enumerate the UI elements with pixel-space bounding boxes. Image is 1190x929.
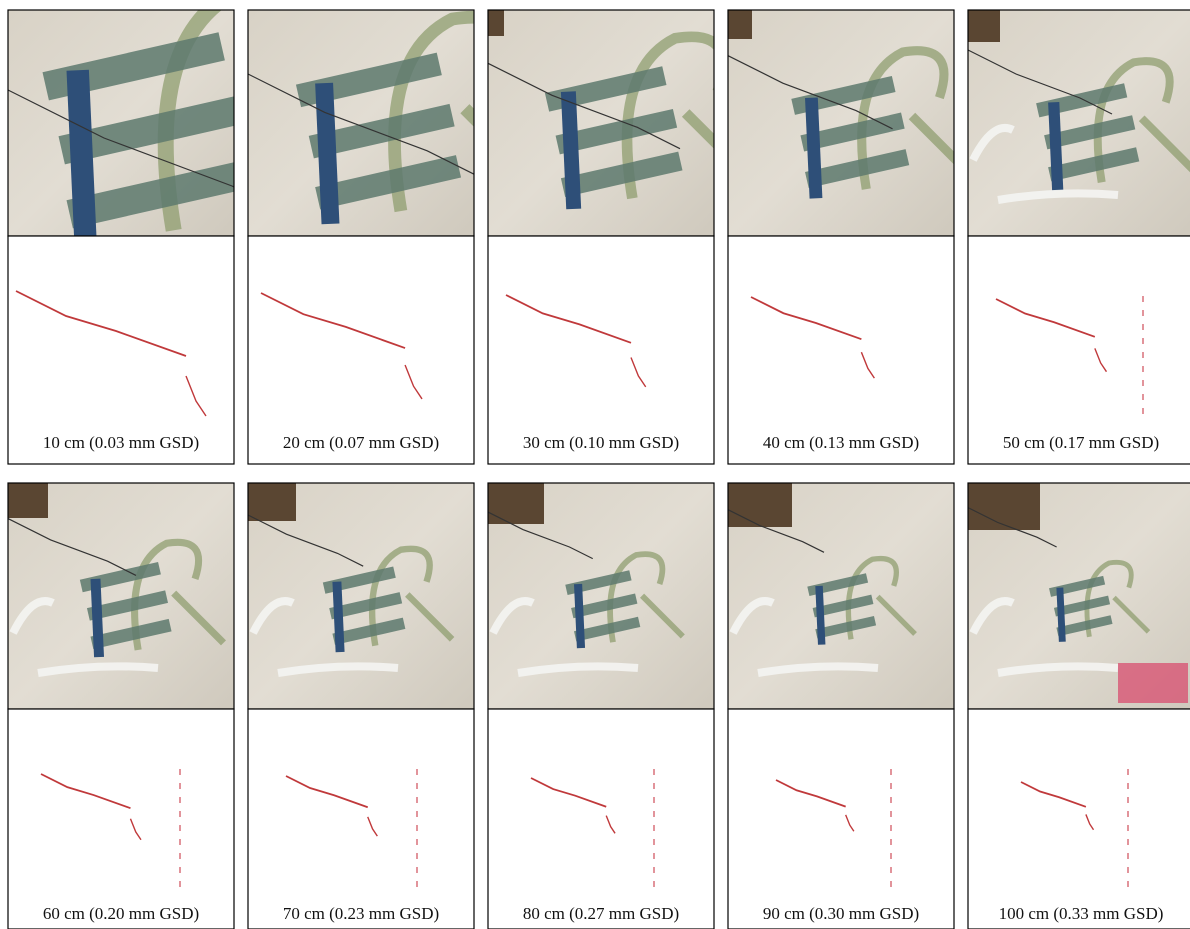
photo — [240, 473, 474, 709]
figure: 10 cm (0.03 mm GSD) 20 cm (0.07 mm GSD) 30… — [0, 0, 1190, 929]
graffiti-stem — [578, 584, 581, 648]
graffiti-stem — [819, 586, 822, 645]
mask-bg — [248, 236, 474, 464]
corner-block — [966, 473, 1040, 530]
photo-bg — [488, 10, 714, 236]
panel-label: 70 cm (0.23 mm GSD) — [283, 904, 439, 923]
mask-bg — [8, 709, 234, 929]
corner-block — [724, 473, 792, 527]
mask-bg — [8, 236, 234, 464]
photo — [966, 473, 1190, 709]
panel: 90 cm (0.30 mm GSD) — [724, 473, 954, 929]
mask-bg — [248, 709, 474, 929]
corner-block — [0, 473, 48, 518]
photo — [472, 0, 760, 236]
panel: 60 cm (0.20 mm GSD) — [0, 473, 234, 929]
panel-label: 80 cm (0.27 mm GSD) — [523, 904, 679, 923]
graffiti-stem — [324, 83, 330, 224]
panel-label: 40 cm (0.13 mm GSD) — [763, 433, 919, 452]
panel: 80 cm (0.27 mm GSD) — [482, 473, 714, 929]
panel-label: 60 cm (0.20 mm GSD) — [43, 904, 199, 923]
graffiti-pink — [1118, 663, 1188, 703]
panel-label: 20 cm (0.07 mm GSD) — [283, 433, 439, 452]
panel-label: 50 cm (0.17 mm GSD) — [1003, 433, 1159, 452]
graffiti-stem — [568, 92, 573, 209]
graffiti-stem — [811, 98, 816, 199]
mask-bg — [728, 709, 954, 929]
panel-label: 100 cm (0.33 mm GSD) — [999, 904, 1164, 923]
photo — [956, 0, 1190, 236]
panel: 30 cm (0.10 mm GSD) — [472, 0, 760, 464]
corner-block — [482, 473, 544, 524]
mask-bg — [488, 236, 714, 464]
mask-bg — [968, 709, 1190, 929]
panel: 40 cm (0.13 mm GSD) — [714, 0, 976, 464]
photo — [0, 473, 234, 709]
panel: 100 cm (0.33 mm GSD) — [966, 473, 1190, 929]
panel-label: 30 cm (0.10 mm GSD) — [523, 433, 679, 452]
corner-block — [956, 0, 1000, 42]
photo — [724, 473, 954, 709]
corner-block — [714, 0, 752, 39]
photo — [482, 473, 714, 709]
graffiti-stem — [1060, 588, 1062, 642]
panel-label: 10 cm (0.03 mm GSD) — [43, 433, 199, 452]
panel: 70 cm (0.23 mm GSD) — [240, 473, 474, 929]
graffiti-stem — [78, 70, 86, 246]
photo — [714, 0, 976, 236]
mask-bg — [968, 236, 1190, 464]
mask-bg — [728, 236, 954, 464]
panel: 50 cm (0.17 mm GSD) — [956, 0, 1190, 464]
mask-bg — [488, 709, 714, 929]
graffiti-stem — [337, 582, 340, 652]
panel-label: 90 cm (0.30 mm GSD) — [763, 904, 919, 923]
graffiti-stem — [95, 579, 99, 657]
graffiti-stem — [1054, 102, 1058, 190]
